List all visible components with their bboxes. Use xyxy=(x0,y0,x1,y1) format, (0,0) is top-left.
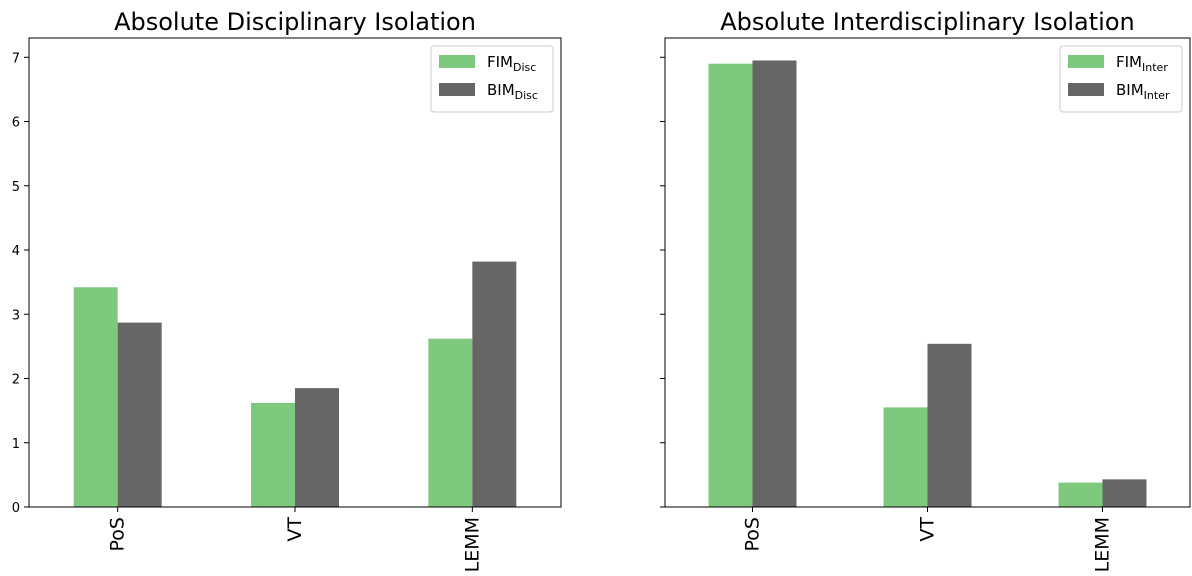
plot-frame xyxy=(28,37,562,508)
legend-label-bim: BIMInter xyxy=(1116,81,1170,102)
legend-swatch-bim xyxy=(439,83,475,96)
bar-fim-lemm xyxy=(1058,482,1103,507)
bar-fim-pos xyxy=(73,287,118,507)
y-tick-label: 5 xyxy=(12,180,20,195)
y-tick-label: 2 xyxy=(12,373,20,388)
chart-title: Absolute Disciplinary Isolation xyxy=(114,8,476,36)
legend-swatch-bim xyxy=(1068,83,1104,96)
plot-frame xyxy=(664,37,1191,508)
legend-swatch-fim xyxy=(1068,55,1104,68)
bar-bim-pos xyxy=(117,322,162,507)
y-tick-label: 6 xyxy=(12,116,20,131)
legend-label-bim: BIMDisc xyxy=(487,81,538,102)
x-tick-label: PoS xyxy=(107,517,129,551)
chart-panel-2: Absolute Interdisciplinary Isolation PoS V… xyxy=(660,8,1191,572)
bar-fim-vt xyxy=(883,407,928,507)
x-tick-label: LEMM xyxy=(1092,517,1114,572)
x-tick-label: VT xyxy=(917,517,939,542)
bar-fim-vt xyxy=(251,402,295,507)
x-tick-label: VT xyxy=(284,517,306,542)
y-tick-label: 1 xyxy=(12,437,20,452)
y-tick-label: 0 xyxy=(12,501,20,516)
x-tick-label: PoS xyxy=(742,517,764,551)
bar-fim-lemm xyxy=(428,338,473,507)
y-tick-label: 7 xyxy=(12,51,20,66)
legend: FIMDisc BIMDisc xyxy=(430,45,554,113)
legend: FIMInter BIMInter xyxy=(1059,45,1183,113)
bar-bim-vt xyxy=(927,343,972,507)
bar-bim-vt xyxy=(295,388,339,507)
y-tick-label: 3 xyxy=(12,308,20,323)
legend-label-fim: FIMDisc xyxy=(487,53,536,74)
bar-bim-lemm xyxy=(1102,479,1147,507)
bar-bim-pos xyxy=(752,60,797,508)
legend-label-fim: FIMInter xyxy=(1116,53,1168,74)
bar-bim-lemm xyxy=(472,261,517,507)
x-tick-label: LEMM xyxy=(461,517,483,572)
y-tick-label: 4 xyxy=(12,244,20,259)
chart-title: Absolute Interdisciplinary Isolation xyxy=(720,8,1135,36)
bar-fim-pos xyxy=(708,63,753,507)
legend-swatch-fim xyxy=(439,55,475,68)
chart-panel-1: Absolute Disciplinary Isolation PoS VT LEMM… xyxy=(12,8,562,572)
